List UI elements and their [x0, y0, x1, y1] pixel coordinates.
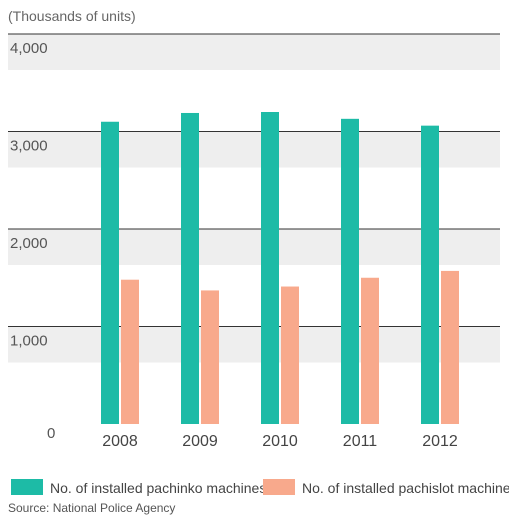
- y-tick-label: 0: [47, 425, 55, 442]
- x-tick-label: 2009: [182, 433, 218, 450]
- x-tick-label: 2012: [422, 433, 458, 450]
- x-tick-label: 2010: [262, 433, 298, 450]
- y-tick-label: 1,000: [10, 333, 48, 350]
- x-tick-label: 2008: [102, 433, 138, 450]
- bar-pachislot-2010: [281, 286, 299, 424]
- bar-pachinko-2008: [101, 121, 119, 424]
- legend: No. of installed pachinko machines No. o…: [11, 479, 509, 496]
- x-tick-label: 2011: [343, 433, 378, 450]
- bar-pachinko-2009: [181, 112, 199, 424]
- bar-pachislot-2012: [441, 270, 459, 424]
- legend-label-pachislot: No. of installed pachislot machines: [302, 480, 509, 496]
- y-tick-label: 3,000: [10, 138, 48, 155]
- legend-swatch-pachislot: [263, 479, 295, 495]
- y-tick-label: 2,000: [10, 235, 48, 252]
- bar-pachislot-2008: [121, 279, 139, 424]
- grid-band: [8, 34, 500, 70]
- grid-band: [8, 131, 500, 168]
- grid-band: [8, 229, 500, 265]
- legend-label-pachinko: No. of installed pachinko machines: [50, 480, 266, 496]
- bar-pachinko-2010: [261, 112, 279, 424]
- bar-pachinko-2012: [421, 125, 439, 425]
- grid-band: [8, 326, 500, 363]
- y-tick-label: 4,000: [10, 40, 48, 57]
- source-note: Source: National Police Agency: [8, 501, 175, 515]
- bar-pachislot-2009: [201, 290, 219, 424]
- bar-pachislot-2011: [361, 277, 379, 424]
- bar-pachinko-2011: [341, 118, 359, 424]
- plot-area: 0 1,000 2,000 3,000 4,000 2008 2009 2010 2011 201…: [8, 33, 500, 450]
- legend-swatch-pachinko: [11, 479, 43, 495]
- unit-label: (Thousands of units): [8, 8, 136, 24]
